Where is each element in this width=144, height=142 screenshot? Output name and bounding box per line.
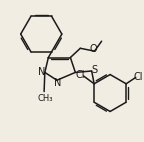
Text: S: S (92, 65, 98, 75)
Text: Cl: Cl (134, 72, 143, 82)
Text: O: O (90, 44, 98, 54)
Text: N: N (54, 78, 61, 88)
Text: CH₃: CH₃ (37, 94, 53, 103)
Text: N: N (38, 67, 45, 77)
Text: Cl: Cl (76, 70, 85, 80)
